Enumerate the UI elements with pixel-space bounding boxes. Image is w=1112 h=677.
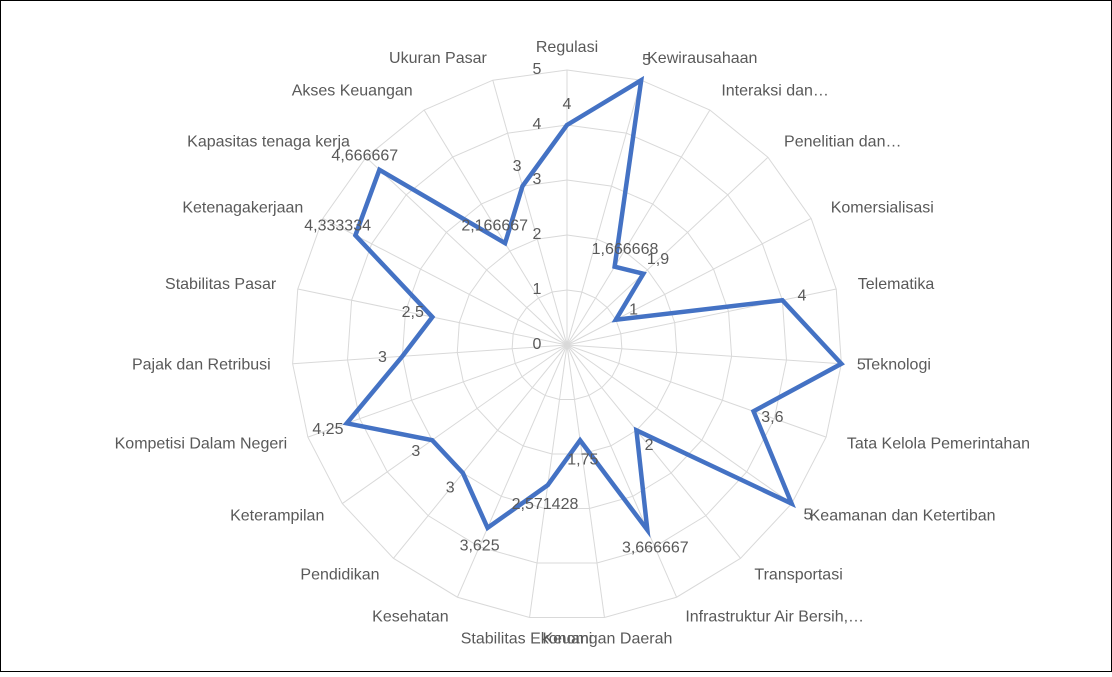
value-label: 3 bbox=[446, 480, 455, 497]
value-label: 1,666668 bbox=[592, 241, 659, 258]
spoke bbox=[566, 344, 741, 559]
value-label: 4,25 bbox=[312, 421, 343, 438]
category-label: Kapasitas tenaga kerja bbox=[187, 134, 350, 151]
grid-line bbox=[401, 179, 733, 509]
grid-line bbox=[511, 289, 623, 400]
value-label: 1 bbox=[629, 302, 638, 319]
r-tick-label: 0 bbox=[533, 336, 542, 353]
value-label: 3,6 bbox=[761, 409, 783, 426]
grid-line bbox=[347, 124, 787, 564]
category-label: Teknologi bbox=[863, 356, 931, 373]
spoke bbox=[365, 156, 568, 346]
category-label: Keuangan Daerah bbox=[542, 630, 672, 647]
spoke bbox=[566, 80, 642, 346]
category-label: Infrastruktur Air Bersih,… bbox=[685, 609, 864, 626]
spoke bbox=[566, 344, 842, 365]
category-label: Keterampilan bbox=[230, 507, 324, 524]
value-label: 3,666667 bbox=[622, 540, 689, 557]
value-label: 5 bbox=[804, 506, 813, 523]
spoke bbox=[566, 344, 605, 618]
r-tick-label: 5 bbox=[533, 61, 542, 78]
value-label: 1,75 bbox=[567, 451, 598, 468]
grid-line bbox=[456, 234, 678, 455]
value-label: 5 bbox=[642, 52, 651, 69]
category-label: Tata Kelola Pemerintahan bbox=[847, 436, 1030, 453]
category-label: Pendidikan bbox=[300, 567, 379, 584]
spoke bbox=[566, 344, 792, 504]
spoke bbox=[566, 218, 812, 346]
spoke bbox=[292, 344, 568, 365]
category-label: Interaksi dan… bbox=[721, 82, 829, 99]
category-label: Kewirausahaan bbox=[647, 50, 757, 67]
spoke bbox=[342, 344, 568, 504]
spoke bbox=[566, 109, 711, 346]
spoke bbox=[566, 344, 678, 598]
spoke bbox=[566, 344, 827, 438]
spoke bbox=[566, 288, 837, 346]
value-label: 4,333334 bbox=[304, 217, 371, 234]
category-label: Komersialisasi bbox=[831, 200, 934, 217]
value-label: 4 bbox=[798, 287, 807, 304]
category-label: Ukuran Pasar bbox=[389, 50, 487, 67]
spoke bbox=[307, 344, 568, 438]
value-label: 3 bbox=[513, 158, 522, 175]
category-label: Kesehatan bbox=[372, 609, 449, 626]
value-label: 2 bbox=[645, 437, 654, 454]
spoke bbox=[566, 156, 769, 346]
r-tick-label: 4 bbox=[533, 116, 542, 133]
category-label: Pajak dan Retribusi bbox=[132, 356, 271, 373]
category-label: Kompetisi Dalam Negeri bbox=[115, 436, 288, 453]
category-label: Stabilitas Pasar bbox=[165, 276, 277, 293]
value-label: 3 bbox=[378, 349, 387, 366]
r-tick-label: 2 bbox=[533, 226, 542, 243]
spoke bbox=[456, 344, 568, 598]
data-line bbox=[342, 75, 845, 538]
spoke bbox=[322, 218, 568, 346]
value-label: 2,571428 bbox=[512, 496, 579, 513]
r-tick-label: 3 bbox=[533, 171, 542, 188]
value-label: 4,666667 bbox=[331, 147, 398, 164]
value-label: 2,166667 bbox=[461, 217, 528, 234]
value-label: 4 bbox=[563, 96, 572, 113]
category-label: Stabilitas Ekonomi bbox=[461, 630, 593, 647]
spoke bbox=[423, 109, 568, 346]
category-label: Penelitian dan… bbox=[784, 134, 901, 151]
category-label: Telematika bbox=[858, 276, 935, 293]
value-label: 3,625 bbox=[460, 537, 500, 554]
category-label: Transportasi bbox=[754, 567, 842, 584]
spoke bbox=[492, 80, 568, 346]
spoke bbox=[393, 344, 568, 559]
value-label: 5 bbox=[857, 356, 866, 373]
r-tick-label: 1 bbox=[533, 281, 542, 298]
category-label: Keamanan dan Ketertiban bbox=[810, 507, 996, 524]
category-label: Ketenagakerjaan bbox=[182, 200, 303, 217]
value-label: 1,9 bbox=[647, 251, 669, 268]
value-label: 2,5 bbox=[402, 304, 424, 321]
category-label: Regulasi bbox=[536, 39, 598, 56]
value-label: 3 bbox=[411, 443, 420, 460]
category-label: Akses Keuangan bbox=[292, 82, 413, 99]
grid-line bbox=[292, 69, 842, 618]
